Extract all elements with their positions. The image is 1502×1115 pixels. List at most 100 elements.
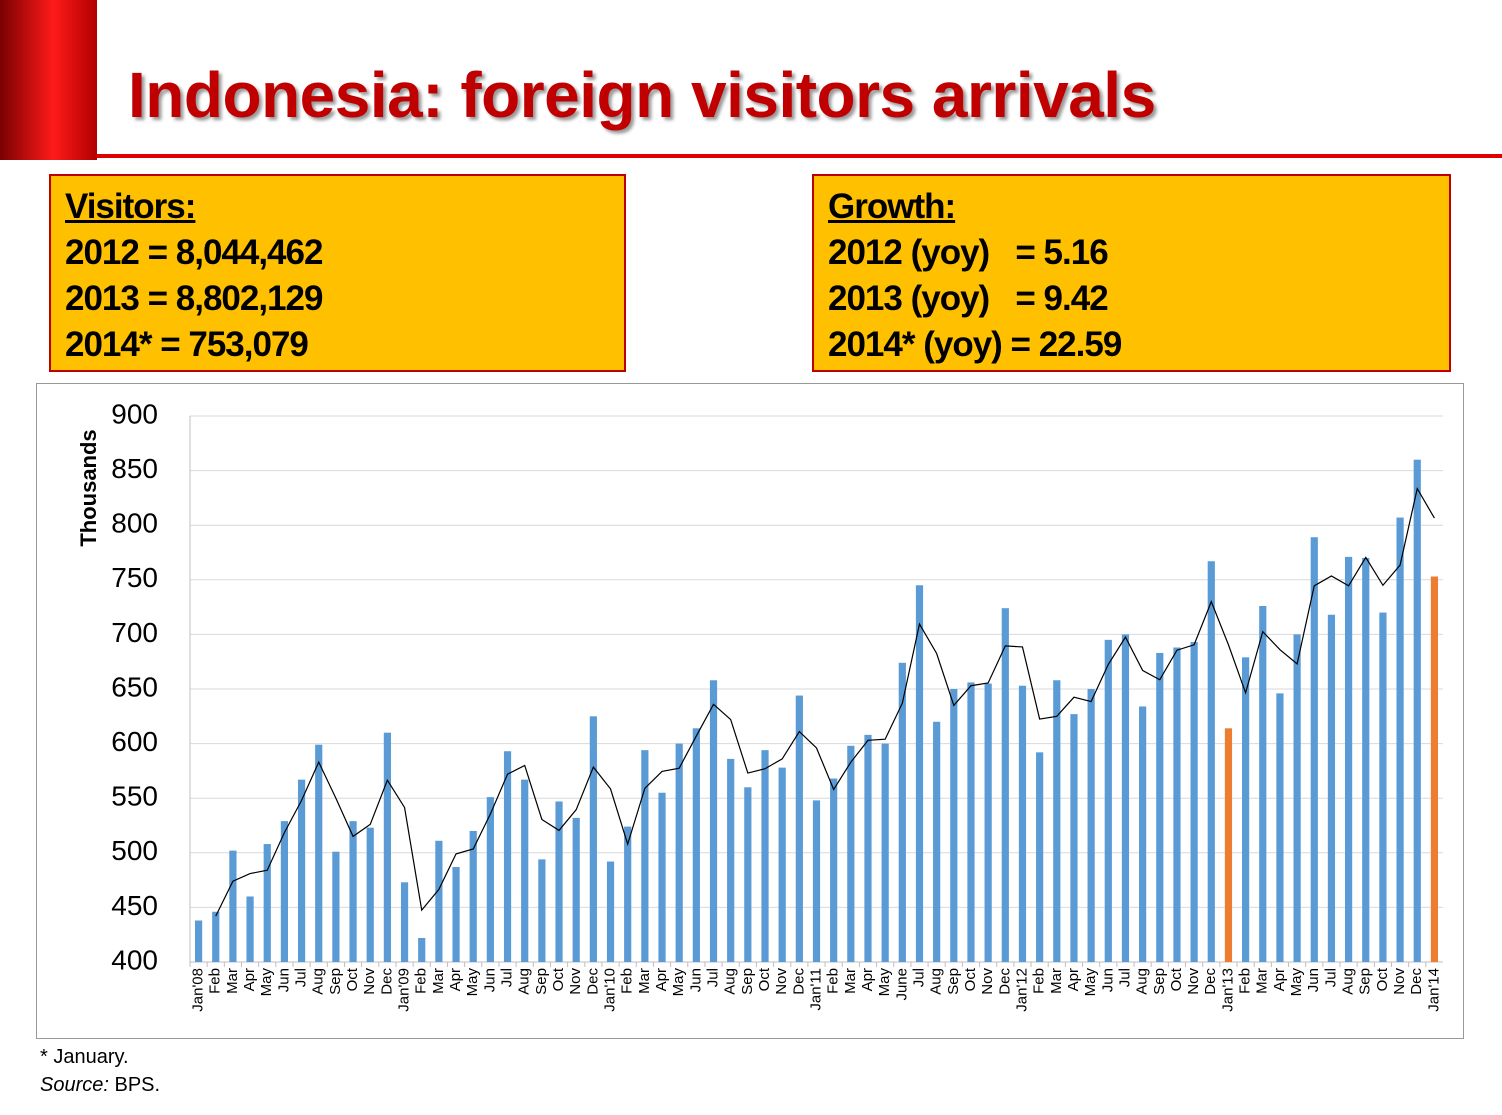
x-tick-label: Nov bbox=[979, 968, 996, 995]
bar bbox=[469, 830, 477, 962]
bar bbox=[1104, 639, 1112, 962]
growth-box: Growth: 2012 (yoy) = 5.16 2013 (yoy) = 9… bbox=[812, 174, 1451, 372]
box-heading: Growth: bbox=[828, 187, 956, 226]
bar bbox=[1070, 714, 1078, 962]
chart-frame bbox=[36, 383, 1464, 1039]
x-tick-label: Nov bbox=[567, 968, 584, 995]
x-tick-label: Oct bbox=[756, 967, 773, 991]
bar bbox=[332, 851, 340, 962]
bar bbox=[778, 767, 786, 962]
bar bbox=[383, 732, 391, 962]
bar bbox=[967, 682, 975, 962]
x-tick-label: Sep bbox=[1151, 968, 1168, 995]
x-tick-label: Oct bbox=[962, 967, 979, 991]
bar bbox=[641, 750, 649, 962]
x-tick-label: Feb bbox=[825, 968, 842, 994]
slide-title: Indonesia: foreign visitors arrivals bbox=[128, 59, 1156, 131]
bar bbox=[744, 787, 752, 962]
bar bbox=[1053, 680, 1061, 962]
bar bbox=[589, 716, 597, 962]
x-tick-label: Jan'14 bbox=[1425, 968, 1442, 1012]
x-tick-label: Oct bbox=[550, 967, 567, 991]
x-tick-label: Aug bbox=[1340, 968, 1357, 995]
x-tick-label: Apr bbox=[653, 968, 670, 991]
x-tick-label: Jan'12 bbox=[1013, 968, 1030, 1012]
bar bbox=[950, 689, 958, 962]
x-tick-label: Mar bbox=[636, 968, 653, 994]
x-tick-label: Nov bbox=[1391, 968, 1408, 995]
bar bbox=[246, 896, 254, 962]
source: BPS. bbox=[114, 1074, 161, 1096]
bar bbox=[675, 743, 683, 962]
x-tick-label: May bbox=[258, 968, 275, 997]
bar bbox=[1379, 612, 1387, 962]
x-tick-label: May bbox=[670, 968, 687, 997]
x-tick-label: Sep bbox=[739, 968, 756, 995]
y-tick-label: 650 bbox=[111, 671, 158, 702]
x-tick-label: Sep bbox=[533, 968, 550, 995]
x-tick-label: Jul bbox=[1322, 968, 1339, 987]
x-tick-label: Apr bbox=[447, 968, 464, 991]
x-tick-label: Dec bbox=[790, 968, 807, 995]
bar bbox=[1224, 728, 1233, 962]
bar bbox=[847, 745, 855, 962]
bar bbox=[624, 826, 632, 962]
x-tick-label: Mar bbox=[224, 968, 241, 994]
bar bbox=[1156, 652, 1164, 962]
x-tick-label: Oct bbox=[1374, 967, 1391, 991]
x-tick-label: Aug bbox=[1134, 968, 1151, 995]
box-line: 2012 = 8,044,462 bbox=[65, 233, 323, 272]
bar bbox=[1396, 517, 1404, 962]
bar bbox=[280, 821, 289, 962]
bar bbox=[418, 937, 426, 962]
box-line: 2013 (yoy) = 9.42 bbox=[828, 279, 1109, 318]
bar bbox=[229, 850, 237, 962]
x-tick-label: Nov bbox=[773, 968, 790, 995]
box-line: 2013 = 8,802,129 bbox=[65, 279, 323, 318]
x-tick-label: May bbox=[1288, 968, 1305, 997]
y-tick-label: 800 bbox=[111, 508, 158, 539]
bar bbox=[727, 758, 735, 962]
x-tick-label: Nov bbox=[1185, 968, 1202, 995]
bar bbox=[263, 844, 271, 962]
source-label: Source: bbox=[40, 1074, 109, 1096]
x-tick-label: Feb bbox=[1237, 968, 1254, 994]
y-tick-label: 400 bbox=[111, 944, 158, 975]
bar bbox=[194, 920, 203, 962]
x-tick-label: Jun bbox=[1305, 968, 1322, 992]
y-tick-label: 450 bbox=[111, 890, 158, 921]
x-tick-label: Jan'13 bbox=[1219, 968, 1236, 1012]
bar bbox=[933, 721, 941, 962]
x-tick-label: Nov bbox=[361, 968, 378, 995]
bar bbox=[572, 817, 580, 962]
x-tick-label: Oct bbox=[344, 967, 361, 991]
x-tick-label: Mar bbox=[842, 968, 859, 994]
x-tick-label: Jun bbox=[275, 968, 292, 992]
x-tick-label: Oct bbox=[1168, 967, 1185, 991]
bar bbox=[709, 680, 718, 962]
bar bbox=[984, 683, 992, 962]
box-line: 2014* = 753,079 bbox=[65, 325, 309, 364]
bar bbox=[1276, 693, 1284, 962]
bar bbox=[1121, 634, 1130, 962]
bar bbox=[1362, 557, 1370, 962]
x-tick-label: Mar bbox=[430, 968, 447, 994]
x-tick-label: Jan'11 bbox=[807, 968, 824, 1011]
bar bbox=[795, 695, 803, 962]
bar bbox=[1310, 537, 1318, 962]
x-tick-label: Sep bbox=[1357, 968, 1374, 995]
bar bbox=[452, 866, 460, 962]
x-tick-label: Feb bbox=[619, 968, 636, 994]
bar bbox=[538, 859, 546, 962]
y-tick-label: 850 bbox=[111, 453, 158, 484]
y-tick-label: 550 bbox=[111, 781, 158, 812]
x-tick-label: Sep bbox=[327, 968, 344, 995]
bar bbox=[212, 911, 220, 962]
box-line: 2014* (yoy) = 22.59 bbox=[828, 325, 1122, 364]
bar bbox=[555, 801, 563, 962]
bar bbox=[1087, 689, 1095, 962]
x-tick-label: June bbox=[893, 968, 910, 1001]
bar bbox=[1173, 647, 1181, 962]
x-tick-label: Apr bbox=[1065, 968, 1082, 991]
